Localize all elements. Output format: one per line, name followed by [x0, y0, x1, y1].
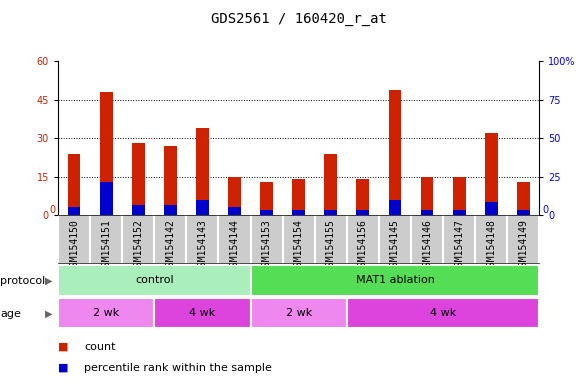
Text: GSM154156: GSM154156	[358, 219, 368, 272]
Text: GSM154154: GSM154154	[293, 219, 304, 272]
Text: 2 wk: 2 wk	[285, 308, 312, 318]
Text: ■: ■	[58, 363, 68, 373]
Bar	[196, 128, 209, 215]
Text: ■: ■	[58, 342, 68, 352]
Bar	[324, 154, 337, 215]
Bar	[154, 298, 251, 328]
Text: ▶: ▶	[45, 309, 52, 319]
Text: protocol: protocol	[0, 276, 45, 286]
Bar	[517, 182, 530, 215]
Bar	[228, 207, 241, 215]
Bar	[260, 210, 273, 215]
Bar	[420, 177, 433, 215]
Bar	[324, 210, 337, 215]
Text: 0: 0	[49, 205, 55, 215]
Text: GSM154144: GSM154144	[230, 219, 240, 272]
Text: control: control	[135, 275, 173, 285]
Text: GSM154145: GSM154145	[390, 219, 400, 272]
Text: GSM154149: GSM154149	[519, 219, 528, 272]
Text: percentile rank within the sample: percentile rank within the sample	[84, 363, 272, 373]
Bar	[453, 177, 466, 215]
Text: GSM154147: GSM154147	[454, 219, 464, 272]
Bar	[132, 143, 144, 215]
Text: MAT1 ablation: MAT1 ablation	[356, 275, 434, 285]
Text: GSM154148: GSM154148	[486, 219, 496, 272]
Text: GSM154151: GSM154151	[101, 219, 111, 272]
Bar	[68, 207, 81, 215]
Bar	[164, 205, 177, 215]
Text: age: age	[0, 309, 21, 319]
Bar	[68, 154, 81, 215]
Bar	[485, 202, 498, 215]
Text: ▶: ▶	[45, 276, 52, 286]
Bar	[420, 210, 433, 215]
Bar	[164, 146, 177, 215]
Bar	[292, 179, 305, 215]
Bar	[292, 210, 305, 215]
Text: GSM154155: GSM154155	[326, 219, 336, 272]
Text: 2 wk: 2 wk	[93, 308, 119, 318]
Text: GSM154150: GSM154150	[69, 219, 79, 272]
Bar	[389, 89, 401, 215]
Bar	[58, 265, 251, 296]
Bar	[251, 298, 347, 328]
Text: GSM154143: GSM154143	[197, 219, 208, 272]
Bar	[347, 298, 539, 328]
Text: GSM154152: GSM154152	[133, 219, 143, 272]
Bar	[260, 182, 273, 215]
Bar	[453, 210, 466, 215]
Bar	[58, 298, 154, 328]
Text: 4 wk: 4 wk	[430, 308, 456, 318]
Bar	[389, 200, 401, 215]
Bar	[251, 265, 539, 296]
Text: GSM154146: GSM154146	[422, 219, 432, 272]
Bar	[228, 177, 241, 215]
Bar	[357, 210, 369, 215]
Bar	[517, 210, 530, 215]
Bar	[100, 92, 113, 215]
Text: GSM154142: GSM154142	[165, 219, 175, 272]
Bar	[357, 179, 369, 215]
Bar	[485, 133, 498, 215]
Text: GDS2561 / 160420_r_at: GDS2561 / 160420_r_at	[211, 12, 387, 25]
Text: GSM154153: GSM154153	[262, 219, 271, 272]
Bar	[132, 205, 144, 215]
Text: count: count	[84, 342, 115, 352]
Text: 0: 0	[542, 205, 549, 215]
Text: 4 wk: 4 wk	[189, 308, 216, 318]
Bar	[196, 200, 209, 215]
Bar	[100, 182, 113, 215]
